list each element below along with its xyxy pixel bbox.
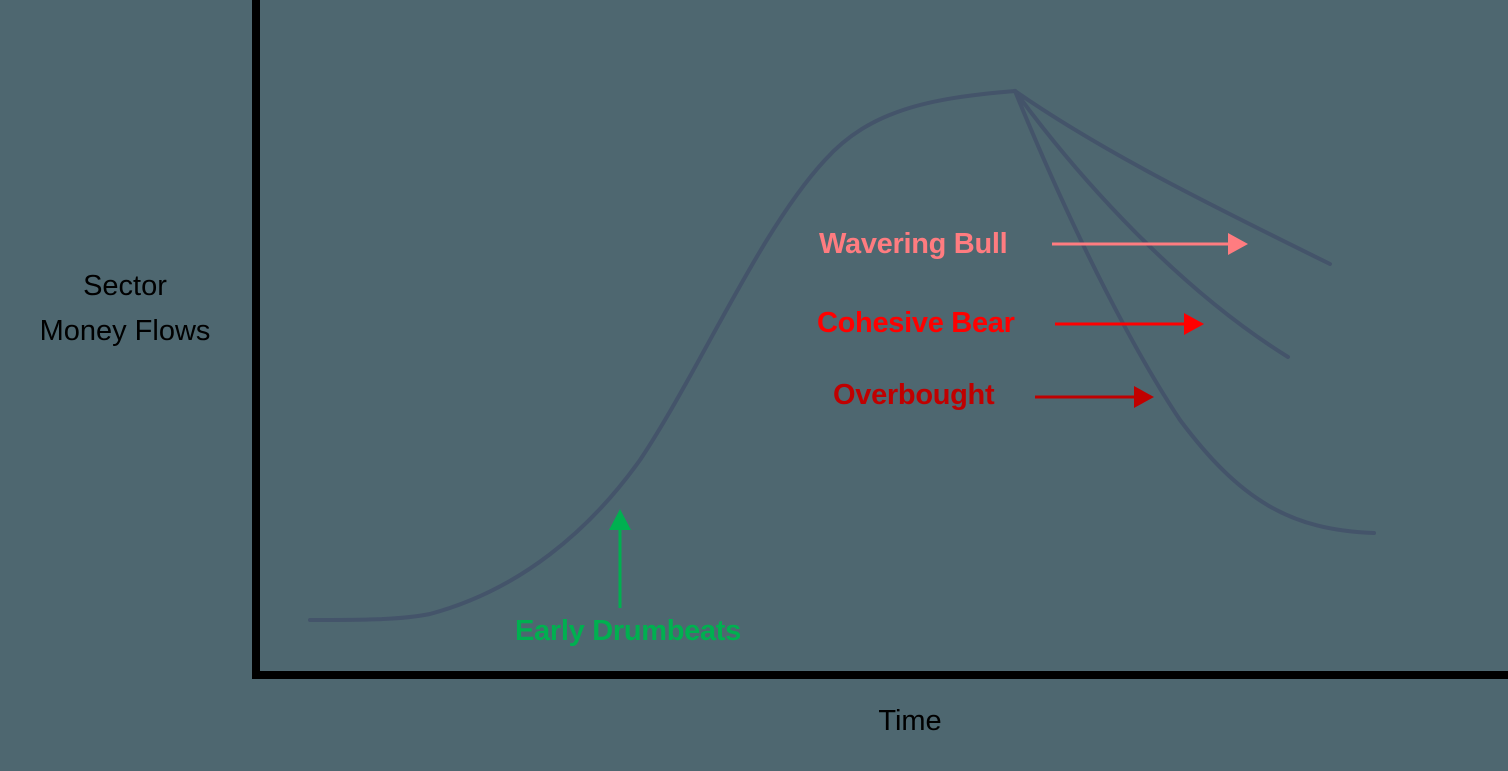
early-drumbeats-label: Early Drumbeats — [515, 615, 741, 647]
overbought-label: Overbought — [833, 379, 995, 411]
overbought-curve — [1013, 89, 1376, 535]
cohesive-bear-label: Cohesive Bear — [817, 307, 1015, 339]
early-drumbeats-arrow — [609, 509, 631, 608]
wavering-bull-arrow — [1052, 233, 1248, 255]
cohesive-bear-arrow — [1055, 313, 1204, 335]
y-axis-label-line2: Money Flows — [39, 315, 211, 347]
wavering-bull-curve — [1013, 89, 1332, 266]
x-axis-label: Time — [878, 705, 942, 737]
overbought-arrow — [1035, 386, 1154, 408]
cohesive-bear-curve — [1013, 89, 1290, 359]
y-axis-label-line1: Sector — [83, 270, 167, 302]
y-axis-label: Sector Money Flows — [10, 264, 240, 354]
wavering-bull-label: Wavering Bull — [819, 228, 1008, 260]
main-rise-curve — [308, 89, 1017, 622]
